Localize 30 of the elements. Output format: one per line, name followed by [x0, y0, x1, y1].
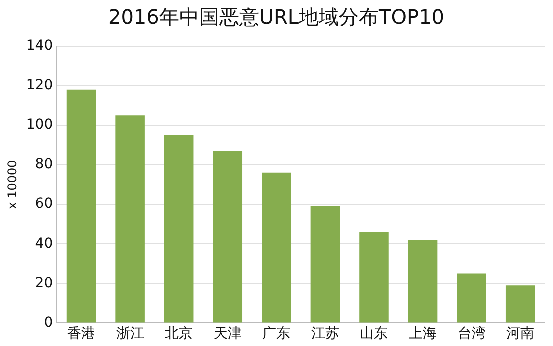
y-tick-label: 60: [35, 196, 54, 212]
x-tick-label: 浙江: [116, 326, 144, 342]
y-tick-label: 140: [26, 38, 54, 54]
y-axis-title: x 10000: [5, 160, 20, 210]
y-tick-label: 0: [44, 314, 54, 331]
bar: [213, 151, 243, 323]
bar: [506, 286, 536, 323]
x-tick-label: 天津: [214, 326, 242, 342]
bar: [262, 172, 292, 323]
x-tick-label: 山东: [360, 326, 388, 342]
x-tick-label: 河南: [506, 326, 535, 342]
bar: [66, 90, 96, 323]
bar: [408, 240, 438, 323]
bar: [164, 135, 194, 323]
bar: [116, 116, 145, 323]
x-tick-label: 香港: [68, 326, 96, 342]
y-tick-label: 20: [35, 275, 54, 292]
x-tick-label: 上海: [409, 326, 438, 342]
bar: [360, 232, 389, 323]
y-tick-label: 80: [35, 156, 54, 173]
x-tick-label: 江苏: [311, 326, 340, 342]
chart-title: 2016年中国恶意URL地域分布TOP10: [107, 4, 446, 31]
y-tick-label: 100: [26, 117, 54, 134]
x-tick-label: 台湾: [458, 326, 486, 342]
bar: [457, 274, 486, 323]
bar: [310, 206, 340, 323]
x-tick-label: 广东: [262, 326, 291, 342]
x-tick-label: 北京: [165, 326, 194, 342]
y-tick-label: 40: [35, 236, 54, 252]
y-tick-label: 120: [26, 78, 54, 94]
